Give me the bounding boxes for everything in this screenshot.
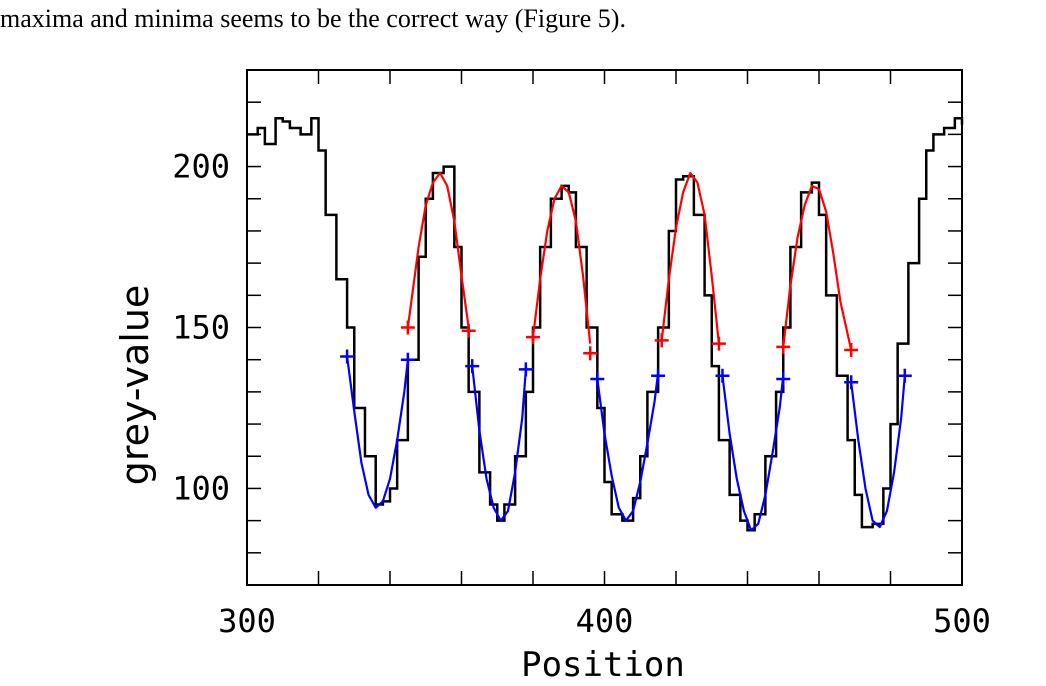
maximum-fit-marker: [711, 336, 726, 351]
minimum-fit-marker: [340, 349, 355, 364]
minimum-fit-curve: [596, 372, 660, 522]
minimum-fit-marker: [651, 368, 666, 383]
tick-labels: 300 400 500 100 150 200: [172, 148, 991, 640]
maximum-fit-marker: [776, 339, 791, 354]
minimum-fit-marker: [590, 372, 605, 386]
raw-profile-line: [247, 117, 964, 532]
maximum-fit-marker: [400, 320, 415, 335]
maximum-fit-marker: [844, 343, 859, 358]
maximum-fit-marker: [583, 346, 598, 361]
axis-ticks: [246, 70, 963, 585]
series-layer: [247, 117, 964, 532]
x-tick-label: 300: [218, 602, 276, 640]
maximum-fit-marker: [654, 333, 669, 348]
minimum-fit-marker: [465, 359, 480, 374]
x-tick-label: 500: [933, 602, 991, 640]
minimum-fit-curve: [721, 375, 785, 532]
y-tick-label: 150: [172, 309, 230, 347]
maximum-fit-curve: [531, 184, 592, 344]
x-tick-label: 400: [576, 602, 634, 640]
maximum-fit-curve: [406, 171, 470, 328]
y-tick-label: 200: [172, 148, 230, 186]
minimum-fit-curve: [850, 375, 906, 529]
minimum-fit-marker: [400, 352, 415, 367]
x-axis-title: Position: [521, 645, 685, 685]
minimum-fit-curve: [346, 356, 409, 509]
y-axis-title: grey-value: [113, 285, 157, 486]
caption-text: maxima and minima seems to be the correc…: [0, 4, 626, 33]
maximum-fit-marker: [526, 330, 540, 345]
minimum-fit-marker: [897, 368, 912, 383]
minimum-fit-marker: [844, 375, 859, 390]
y-tick-label: 100: [172, 469, 230, 507]
maximum-fit-curve: [782, 184, 853, 351]
minimum-fit-marker: [776, 372, 791, 386]
maximum-fit-curve: [660, 171, 720, 344]
marker-layer: [340, 320, 912, 390]
minimum-fit-marker: [518, 362, 533, 377]
maximum-fit-marker: [461, 323, 476, 338]
minimum-fit-marker: [715, 368, 730, 383]
minimum-fit-curve: [471, 366, 527, 522]
